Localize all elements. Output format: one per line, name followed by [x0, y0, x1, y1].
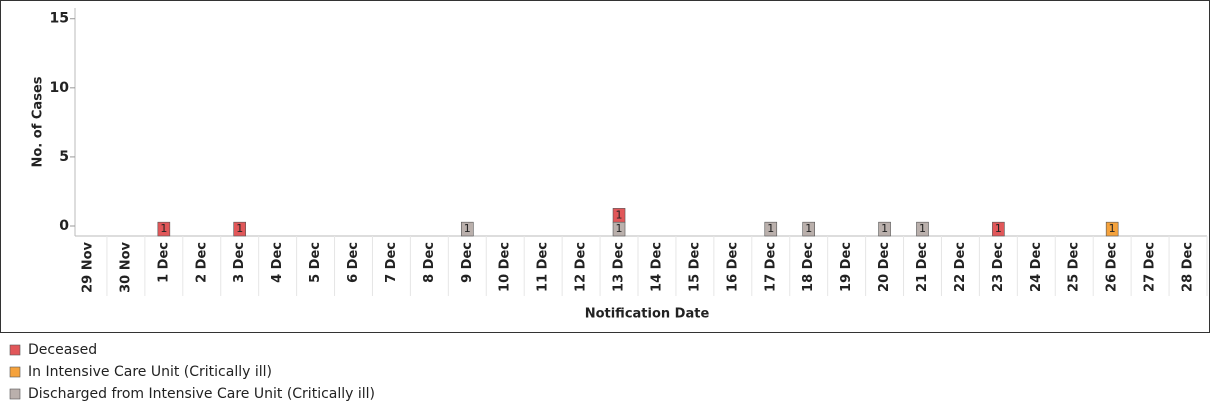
x-tick-label: 13 Dec: [612, 242, 627, 292]
y-axis-label: No. of Cases: [31, 76, 46, 167]
bar: [916, 221, 929, 237]
x-tick-label: 24 Dec: [1029, 242, 1044, 292]
legend-swatch: [9, 344, 21, 356]
bar: [764, 221, 778, 237]
legend-label: In Intensive Care Unit (Critically ill): [28, 364, 272, 380]
x-tick-label: 10 Dec: [498, 242, 513, 292]
y-tick-label: 15: [50, 11, 69, 27]
bar: [1105, 221, 1119, 237]
bar: [157, 221, 171, 237]
x-tick-label: 6 Dec: [346, 242, 361, 283]
bar-value-label: 1: [1109, 222, 1116, 235]
x-tick-label: 14 Dec: [649, 242, 664, 292]
x-tick-label: 21 Dec: [915, 242, 930, 292]
y-tick-label: 0: [59, 218, 69, 234]
bar-value-label: 1: [767, 222, 774, 235]
x-tick-label: 26 Dec: [1105, 242, 1120, 292]
x-tick-label: 29 Nov: [80, 241, 95, 292]
bar-value-label: 1: [805, 222, 812, 235]
bar: [878, 221, 891, 237]
bar-value-label: 1: [236, 222, 243, 235]
y-tick-label: 5: [59, 149, 69, 165]
x-tick-label: 27 Dec: [1143, 242, 1158, 292]
x-tick-label: 1 Dec: [156, 242, 171, 283]
x-tick-label: 2 Dec: [194, 242, 209, 283]
bar-value-label: 1: [464, 222, 471, 235]
x-tick-label: 4 Dec: [270, 242, 285, 283]
legend-label: Deceased: [28, 342, 97, 358]
x-tick-label: 17 Dec: [763, 242, 778, 292]
bar-value-label: 1: [616, 208, 623, 221]
x-tick-label: 5 Dec: [308, 242, 323, 283]
bar: [612, 208, 626, 223]
x-tick-label: 22 Dec: [953, 242, 968, 292]
bar-value-label: 1: [616, 222, 623, 235]
bar-value-label: 1: [160, 222, 167, 235]
legend-swatch: [9, 366, 21, 378]
bar: [460, 221, 474, 237]
bar-value-label: 1: [919, 222, 926, 235]
legend-label: Discharged from Intensive Care Unit (Cri…: [28, 386, 375, 402]
x-tick-label: 23 Dec: [991, 242, 1006, 292]
x-tick-label: 8 Dec: [422, 242, 437, 283]
x-tick-label: 9 Dec: [460, 242, 475, 283]
x-tick-label: 20 Dec: [877, 242, 892, 292]
legend-swatch: [9, 388, 21, 400]
x-tick-label: 15 Dec: [687, 242, 702, 292]
bar-value-label: 1: [995, 222, 1002, 235]
bar: [802, 221, 816, 237]
x-tick-label: 12 Dec: [574, 242, 589, 292]
y-tick-label: 10: [50, 80, 70, 96]
bar: [233, 221, 246, 237]
x-tick-label: 11 Dec: [536, 242, 551, 292]
x-tick-label: 7 Dec: [384, 242, 399, 283]
x-tick-label: 16 Dec: [725, 242, 740, 292]
bar-value-label: 1: [881, 222, 888, 235]
x-axis-label: Notification Date: [585, 307, 710, 322]
x-tick-label: 18 Dec: [801, 242, 816, 292]
bar: [992, 221, 1005, 237]
x-tick-label: 3 Dec: [232, 242, 247, 283]
x-tick-label: 30 Nov: [118, 241, 133, 292]
x-tick-label: 19 Dec: [839, 242, 854, 292]
x-tick-label: 28 Dec: [1181, 242, 1196, 292]
x-tick-label: 25 Dec: [1067, 242, 1082, 292]
